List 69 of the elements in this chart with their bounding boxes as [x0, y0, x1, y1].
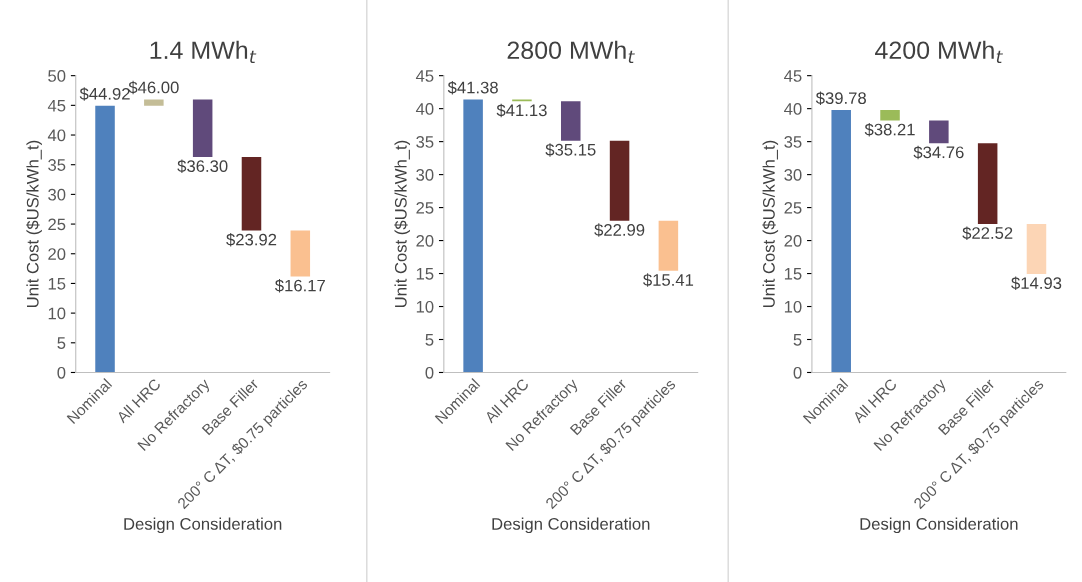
data-label: $22.99	[594, 223, 645, 237]
chart-title: 2800 MWh$_{t}$	[507, 40, 635, 63]
x-axis-title: Design Consideration	[124, 517, 282, 534]
y-tick-label: 35	[48, 159, 66, 171]
y-tick-label: 10	[48, 307, 66, 320]
data-label: $34.76	[913, 145, 964, 160]
bar	[929, 120, 949, 144]
y-tick-label: 0	[425, 366, 434, 379]
y-tick-label: 15	[48, 278, 66, 290]
bar	[192, 99, 213, 157]
data-label: $36.30	[177, 159, 228, 173]
y-tick-label: 20	[48, 248, 66, 260]
y-tick-label: 5	[793, 334, 802, 346]
y-tick-label: 25	[416, 201, 434, 214]
y-tick-label: 30	[784, 169, 802, 181]
data-label: $41.38	[447, 80, 498, 95]
bar	[658, 220, 679, 271]
y-tick-label: 45	[415, 70, 434, 82]
bar	[977, 143, 998, 224]
data-label: $41.13	[496, 103, 547, 118]
data-label: $39.78	[815, 91, 866, 106]
y-tick-label: 40	[784, 103, 802, 115]
y-tick-label: 5	[57, 337, 66, 349]
y-tick-label: 50	[48, 70, 66, 82]
data-label: $23.92	[226, 233, 277, 247]
bar	[831, 110, 851, 373]
y-tick-label: 25	[784, 201, 802, 214]
y-tick-label: 35	[416, 136, 434, 148]
data-label: $38.21	[864, 122, 915, 137]
data-label: $35.15	[545, 143, 596, 157]
bar	[880, 110, 900, 121]
chart-title: 4200 MWh$_{t}$	[875, 40, 1003, 63]
y-tick-label: 45	[47, 99, 66, 112]
y-axis-title: Unit Cost ($US/kWh_t)	[762, 140, 779, 308]
bar	[290, 230, 311, 277]
bar	[609, 140, 630, 221]
y-tick-label: 45	[784, 70, 802, 82]
y-tick-label: 10	[784, 300, 802, 313]
bar	[241, 156, 262, 231]
y-tick-label: 15	[784, 268, 802, 280]
y-tick-label: 25	[48, 218, 66, 231]
data-label: $22.52	[962, 226, 1013, 240]
bar	[1026, 223, 1047, 274]
y-tick-label: 40	[47, 129, 66, 142]
chart-title: 1.4 MWh$_{t}$	[150, 40, 257, 63]
x-axis-title: Design Consideration	[492, 517, 650, 534]
bar	[560, 101, 581, 141]
y-tick-label: 40	[415, 103, 434, 115]
y-tick-label: 15	[416, 268, 434, 280]
x-axis-title: Design Consideration	[860, 517, 1018, 534]
y-tick-label: 20	[416, 234, 434, 247]
data-label: $46.00	[128, 80, 179, 95]
data-label: $44.92	[79, 87, 130, 101]
data-label: $15.41	[643, 273, 694, 287]
y-tick-label: 20	[784, 234, 802, 247]
y-tick-label: 0	[57, 366, 66, 379]
bar	[463, 99, 483, 373]
y-tick-label: 30	[48, 188, 66, 201]
bar	[95, 105, 115, 373]
bar	[144, 99, 164, 106]
y-tick-label: 30	[416, 169, 434, 181]
y-axis-title: Unit Cost ($US/kWh_t)	[394, 140, 411, 308]
data-label: $16.17	[275, 279, 325, 293]
y-axis-title: Unit Cost ($US/kWh_t)	[26, 140, 42, 308]
y-tick-label: 10	[416, 300, 434, 313]
y-tick-label: 35	[784, 136, 802, 148]
y-tick-label: 0	[793, 366, 802, 379]
data-label: $14.93	[1011, 276, 1062, 291]
y-tick-label: 5	[425, 334, 434, 346]
